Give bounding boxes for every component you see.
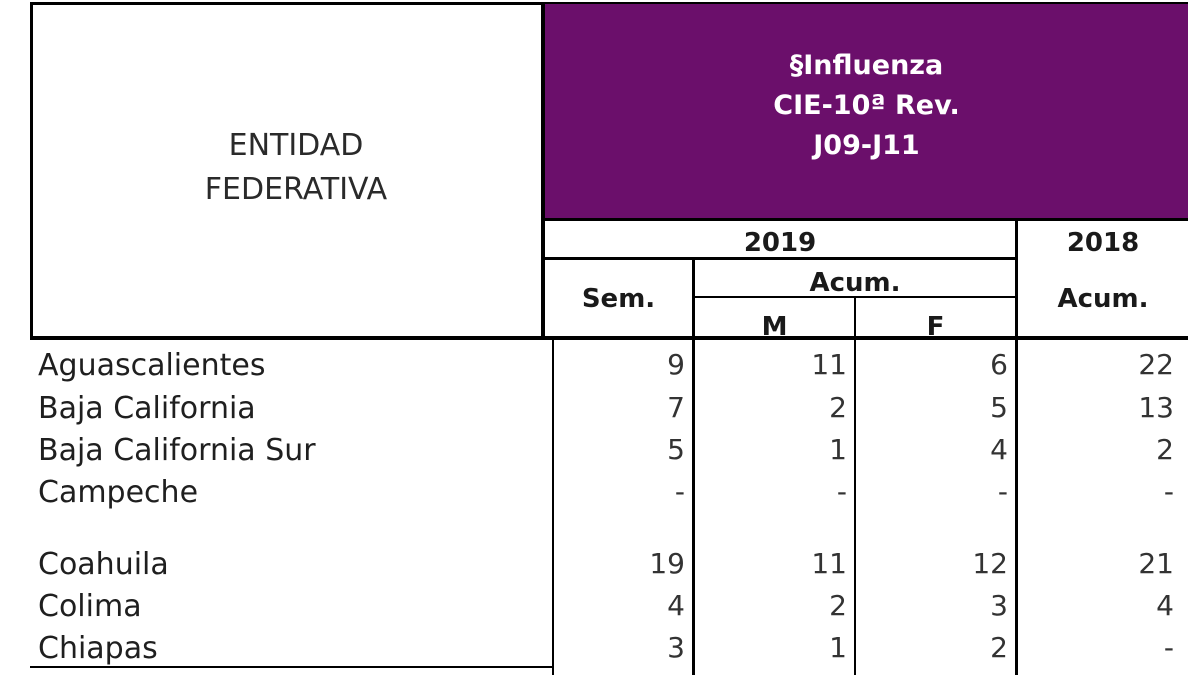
week-cases: 4: [667, 589, 685, 622]
disease-name: §Influenza: [789, 50, 944, 81]
female-cumulative: 3: [990, 589, 1008, 622]
body-divider-m: [854, 338, 856, 675]
divider-sem-acum: [692, 259, 695, 339]
male-cumulative: 1: [829, 631, 847, 664]
prev-year-cumulative: 22: [1138, 348, 1174, 381]
divider-year-top: [545, 218, 1188, 221]
entity-name: Coahuila: [38, 547, 169, 582]
week-cases: 7: [667, 391, 685, 424]
col-prev-cumulative-header: Acum.: [1057, 284, 1149, 314]
male-cumulative: -: [836, 475, 847, 508]
prev-year-cumulative: 21: [1138, 547, 1174, 580]
entity-name: Chiapas: [38, 631, 158, 666]
week-cases: 3: [667, 631, 685, 664]
female-cumulative: 2: [990, 631, 1008, 664]
female-cumulative: -: [997, 475, 1008, 508]
female-cumulative: 5: [990, 391, 1008, 424]
body-divider-f: [1015, 338, 1018, 675]
prev-year-cumulative: -: [1163, 475, 1174, 508]
week-cases: 5: [667, 433, 685, 466]
prev-year-cumulative: -: [1163, 631, 1174, 664]
week-cases: 9: [667, 348, 685, 381]
col-week-header: Sem.: [581, 284, 656, 314]
divider-m-f: [854, 297, 856, 339]
entity-name: Colima: [38, 589, 142, 624]
female-cumulative: 6: [990, 348, 1008, 381]
female-cumulative: 4: [990, 433, 1008, 466]
male-cumulative: 1: [829, 433, 847, 466]
male-cumulative: 2: [829, 589, 847, 622]
week-cases: 19: [649, 547, 685, 580]
col-female-header: F: [926, 312, 945, 338]
entity-name: Aguascalientes: [38, 348, 266, 383]
disease-classification: CIE-10ª Rev.: [773, 90, 960, 121]
entity-name: Baja California: [38, 391, 256, 426]
entity-header-line1: ENTIDAD: [228, 128, 364, 163]
divider-year-bottom: [545, 257, 1017, 260]
prev-year-cumulative: 13: [1138, 391, 1174, 424]
table-border-left: [30, 2, 33, 340]
table-border-top: [30, 2, 1188, 5]
body-divider-entity: [552, 338, 554, 675]
entity-header-line2: FEDERATIVA: [204, 172, 388, 207]
disease-header-block: [545, 4, 1188, 218]
male-cumulative: 2: [829, 391, 847, 424]
prev-year-cumulative: 4: [1156, 589, 1174, 622]
year-2019-header: 2019: [743, 228, 817, 258]
entity-name: Campeche: [38, 475, 199, 510]
year-2018-header: 2018: [1066, 228, 1140, 258]
female-cumulative: 12: [972, 547, 1008, 580]
body-bottom-border: [30, 666, 554, 668]
male-cumulative: 11: [811, 547, 847, 580]
divider-2019-2018: [1015, 220, 1018, 338]
divider-entity-header: [541, 2, 545, 340]
col-cumulative-header: Acum.: [809, 268, 901, 298]
male-cumulative: 11: [811, 348, 847, 381]
week-cases: -: [674, 475, 685, 508]
prev-year-cumulative: 2: [1156, 433, 1174, 466]
body-divider-sem: [692, 338, 695, 675]
col-male-header: M: [761, 312, 788, 338]
entity-name: Baja California Sur: [38, 433, 316, 468]
disease-code: J09-J11: [813, 130, 920, 161]
header-bottom-border: [30, 336, 1188, 340]
